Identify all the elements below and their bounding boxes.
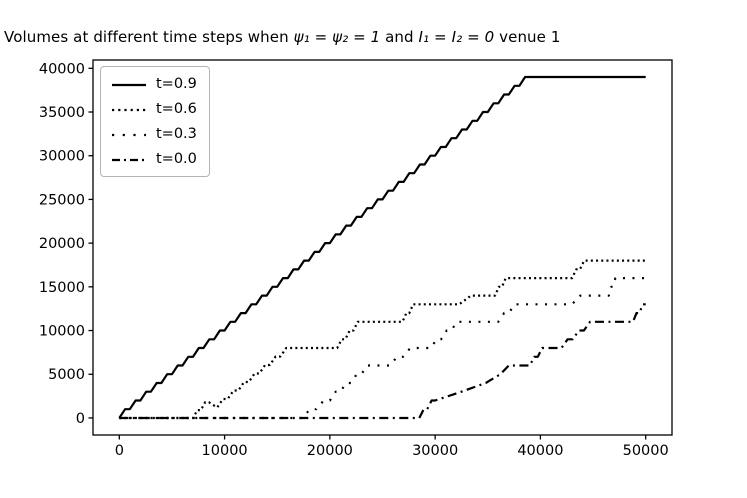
title-math-inventory: I₁ = I₂ = 0 [418, 28, 495, 46]
y-tick-label: 10000 [39, 324, 85, 340]
legend-label: t=0.0 [156, 151, 197, 168]
legend-label: t=0.9 [156, 76, 197, 93]
legend-line-sample-icon [112, 133, 146, 136]
y-tick-label: 5000 [48, 367, 85, 383]
legend-label: t=0.3 [156, 126, 197, 143]
y-tick-label: 25000 [39, 192, 85, 208]
legend-label: t=0.6 [156, 101, 197, 118]
y-tick-label: 40000 [39, 61, 85, 77]
x-tick-label: 40000 [517, 443, 563, 459]
legend-line-sample-icon [112, 83, 146, 86]
series-line-t=0.6 [119, 259, 646, 420]
y-tick-label: 35000 [39, 105, 85, 121]
x-tick-label: 10000 [202, 443, 248, 459]
title-mid: and [380, 28, 419, 46]
x-tick-label: 0 [115, 443, 124, 459]
chart-title: Volumes at different time steps when ψ₁ … [4, 28, 561, 46]
series-line-t=0.0 [119, 303, 646, 420]
legend-entry-t=0.0: t=0.0 [111, 149, 197, 170]
y-tick-label: 0 [76, 411, 85, 427]
y-tick-label: 15000 [39, 280, 85, 296]
series-line-t=0.9 [118, 75, 646, 419]
title-prefix: Volumes at different time steps when [4, 28, 294, 46]
axes-spines [92, 59, 673, 436]
x-tick-label: 30000 [412, 443, 458, 459]
y-tick-label: 20000 [39, 236, 85, 252]
legend: t=0.9 t=0.6 t=0.3 t=0.0 [100, 66, 210, 177]
title-suffix: venue 1 [494, 28, 561, 46]
legend-line-sample-icon [112, 108, 146, 111]
legend-entry-t=0.6: t=0.6 [111, 99, 197, 120]
x-tick-label: 20000 [307, 443, 353, 459]
legend-entry-t=0.9: t=0.9 [111, 74, 197, 95]
y-tick-label: 30000 [39, 149, 85, 165]
legend-line-sample-icon [112, 158, 146, 161]
legend-entry-t=0.3: t=0.3 [111, 124, 197, 145]
x-tick-label: 50000 [623, 443, 669, 459]
title-math-psi: ψ₁ = ψ₂ = 1 [293, 28, 381, 46]
